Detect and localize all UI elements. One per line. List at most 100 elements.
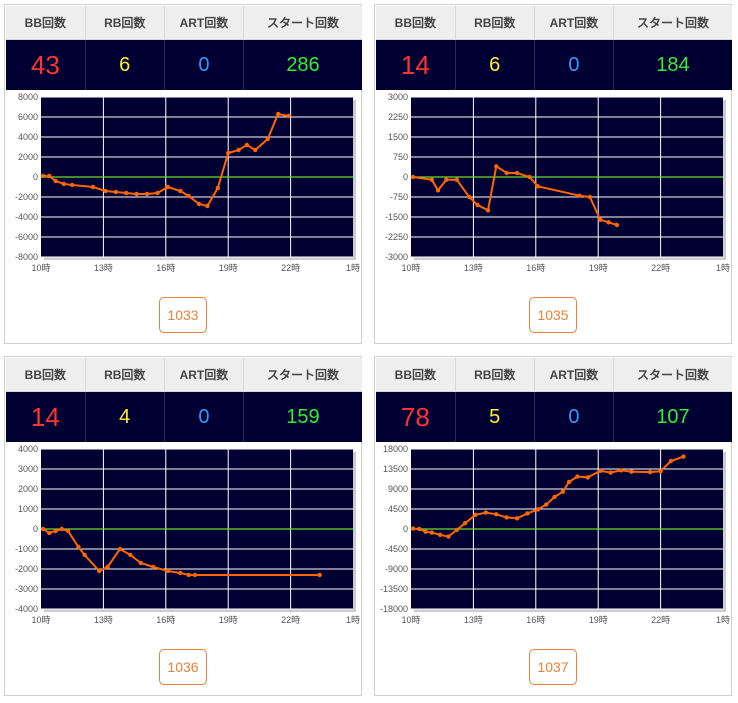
machine-number-button[interactable]: 1036 [159, 649, 207, 685]
x-tick-label: 1時 [346, 615, 360, 625]
y-tick-label: 4000 [18, 445, 38, 454]
start-count-header: スタート回数 [613, 6, 732, 41]
machine-number-button[interactable]: 1033 [159, 297, 207, 333]
y-tick-label: -9000 [385, 564, 408, 574]
data-point [192, 572, 198, 578]
data-point [165, 184, 171, 190]
data-point [70, 182, 75, 188]
data-point [244, 142, 250, 148]
art-count-header: ART回数 [164, 358, 245, 393]
data-point [566, 479, 572, 485]
start-count-value: 286 [243, 39, 362, 90]
rb-count-header: RB回数 [85, 6, 165, 41]
data-point [82, 552, 87, 558]
x-tick-label: 19時 [589, 615, 608, 625]
y-tick-label: 0 [33, 172, 38, 182]
x-tick-label: 1時 [346, 263, 360, 273]
data-point [587, 194, 593, 200]
data-point [535, 507, 541, 512]
rb-count-value: 4 [85, 391, 165, 442]
data-point [485, 208, 491, 213]
y-tick-label: 4500 [388, 504, 408, 514]
y-tick-label: 3000 [18, 464, 38, 474]
data-point [598, 217, 603, 222]
data-point [47, 530, 52, 536]
y-tick-label: 2000 [18, 152, 38, 162]
data-point [446, 534, 451, 539]
x-tick-label: 16時 [526, 615, 545, 625]
y-tick-label: -8000 [15, 252, 38, 262]
data-point [681, 454, 686, 459]
rb-count-value: 5 [455, 391, 535, 442]
data-point [527, 174, 532, 180]
y-tick-label: -3000 [15, 584, 38, 594]
y-tick-label: 9000 [388, 484, 408, 494]
rb-count-header: RB回数 [455, 358, 535, 393]
data-point [454, 527, 459, 533]
data-point [648, 469, 653, 475]
y-tick-label: 2250 [388, 112, 408, 122]
data-point [138, 560, 144, 566]
y-tick-label: -2250 [385, 232, 408, 242]
machine-card-1036: BB回数 RB回数 ART回数 スタート回数 14 4 0 159 4000 30… [4, 356, 362, 696]
x-tick-label: 13時 [464, 263, 483, 273]
data-point [97, 568, 102, 574]
data-point [59, 526, 64, 532]
x-tick-label: 22時 [651, 263, 670, 273]
y-tick-label: 1500 [388, 132, 408, 142]
x-tick-label: 13時 [94, 615, 113, 625]
data-point [61, 181, 67, 187]
x-tick-label: 13時 [464, 615, 483, 625]
machine-card-1035: BB回数 RB回数 ART回数 スタート回数 14 6 0 184 3000 22… [374, 4, 732, 344]
y-tick-label: 0 [403, 172, 408, 182]
y-tick-label: -4000 [15, 212, 38, 222]
y-tick-label: -750 [390, 192, 408, 202]
data-point [165, 568, 171, 574]
bb-count-value: 78 [376, 391, 456, 442]
data-point [614, 222, 620, 228]
data-point [76, 544, 81, 550]
rb-count-header: RB回数 [455, 6, 535, 41]
bb-count-value: 14 [6, 391, 86, 442]
x-tick-label: 10時 [401, 263, 420, 273]
stats-table: BB回数 RB回数 ART回数 スタート回数 14 4 0 159 [6, 358, 362, 442]
data-point [40, 173, 46, 179]
machine-number-button[interactable]: 1037 [529, 649, 577, 685]
data-point [144, 191, 150, 197]
data-point [462, 521, 468, 526]
data-point [265, 136, 270, 142]
y-tick-label: -6000 [15, 232, 38, 242]
data-point [475, 202, 480, 208]
rb-count-value: 6 [85, 39, 165, 90]
start-count-value: 159 [243, 391, 362, 442]
data-point [429, 530, 434, 535]
data-point [535, 184, 541, 189]
data-point [151, 564, 156, 570]
bb-count-header: BB回数 [376, 358, 456, 393]
stats-table: BB回数 RB回数 ART回数 スタート回数 43 6 0 286 [6, 6, 362, 90]
machine-number-button[interactable]: 1035 [529, 297, 577, 333]
data-point [552, 494, 557, 500]
data-point [134, 191, 139, 197]
machine-card-1037: BB回数 RB回数 ART回数 スタート回数 78 5 0 107 18000 1… [374, 356, 732, 696]
data-point [606, 220, 611, 225]
data-point [494, 164, 499, 169]
x-tick-label: 22時 [281, 615, 300, 625]
data-point [178, 188, 183, 194]
bb-count-header: BB回数 [6, 6, 86, 41]
data-point [205, 203, 210, 209]
bb-count-header: BB回数 [376, 6, 456, 41]
data-point [53, 178, 58, 184]
y-tick-label: 4000 [18, 132, 38, 142]
data-point [417, 526, 422, 532]
data-point [668, 458, 674, 464]
start-count-header: スタート回数 [243, 358, 362, 393]
y-tick-label: -2000 [15, 192, 38, 202]
y-tick-label: -13500 [380, 584, 408, 594]
data-point [275, 111, 281, 117]
data-point [560, 489, 566, 494]
y-tick-label: 8000 [18, 93, 38, 102]
x-tick-label: 1時 [716, 615, 730, 625]
bb-count-value: 43 [6, 39, 86, 90]
